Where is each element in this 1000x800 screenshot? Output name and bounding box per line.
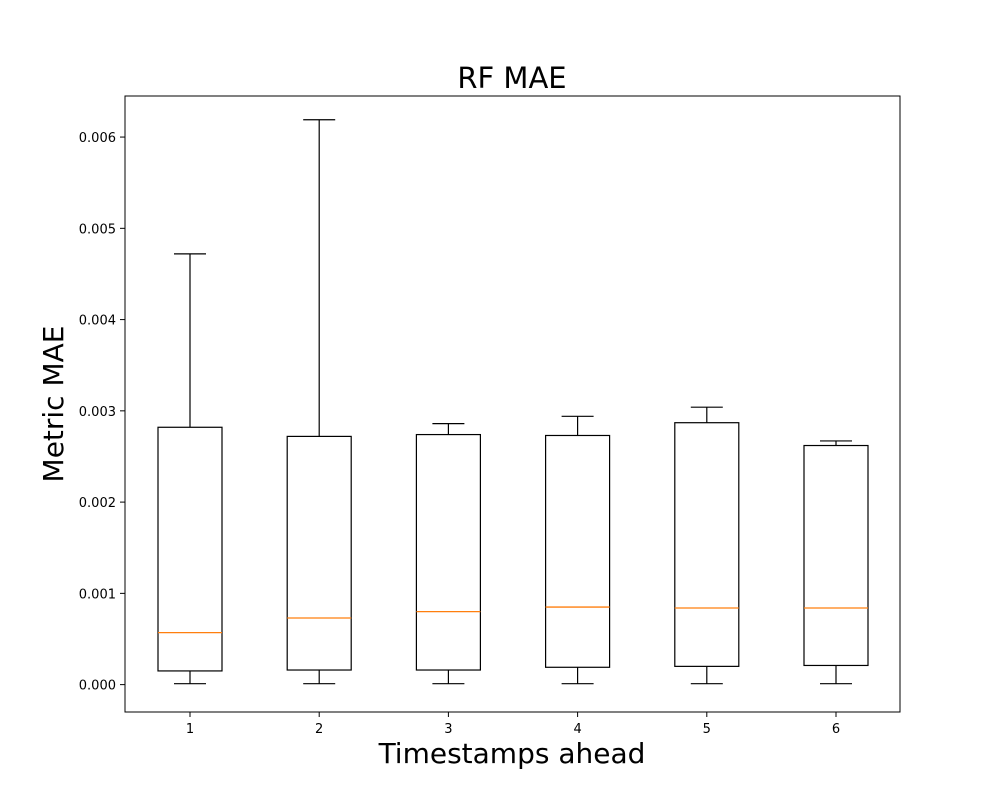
x-tick-label: 2 <box>315 722 323 737</box>
y-tick-label: 0.001 <box>79 587 116 602</box>
x-axis-label: Timestamps ahead <box>378 737 646 770</box>
x-tick-label: 1 <box>186 722 194 737</box>
plot-area: 0.000 0.001 0.002 0.003 0.004 0.005 0.006 1 2 3 4 5… <box>79 95 901 737</box>
box-iqr <box>803 444 869 667</box>
x-tick-label: 5 <box>703 722 711 737</box>
x-tick-label: 3 <box>444 722 452 737</box>
y-tick-label: 0.003 <box>79 405 116 420</box>
y-tick-label: 0.004 <box>79 314 116 329</box>
x-tick-label: 6 <box>832 722 840 737</box>
y-tick-label: 0.002 <box>79 496 116 511</box>
y-tick-label: 0.005 <box>79 222 116 237</box>
chart-title: RF MAE <box>457 61 566 95</box>
box-iqr <box>415 433 481 671</box>
box-iqr <box>286 435 352 671</box>
y-tick-label: 0.006 <box>79 131 116 146</box>
y-tick-label: 0.000 <box>79 679 116 694</box>
box-iqr <box>544 434 611 668</box>
plot-frame <box>124 95 901 713</box>
box-iqr <box>157 426 223 672</box>
box-iqr <box>674 422 740 667</box>
y-axis-label: Metric MAE <box>37 326 70 483</box>
x-tick-label: 4 <box>573 722 581 737</box>
